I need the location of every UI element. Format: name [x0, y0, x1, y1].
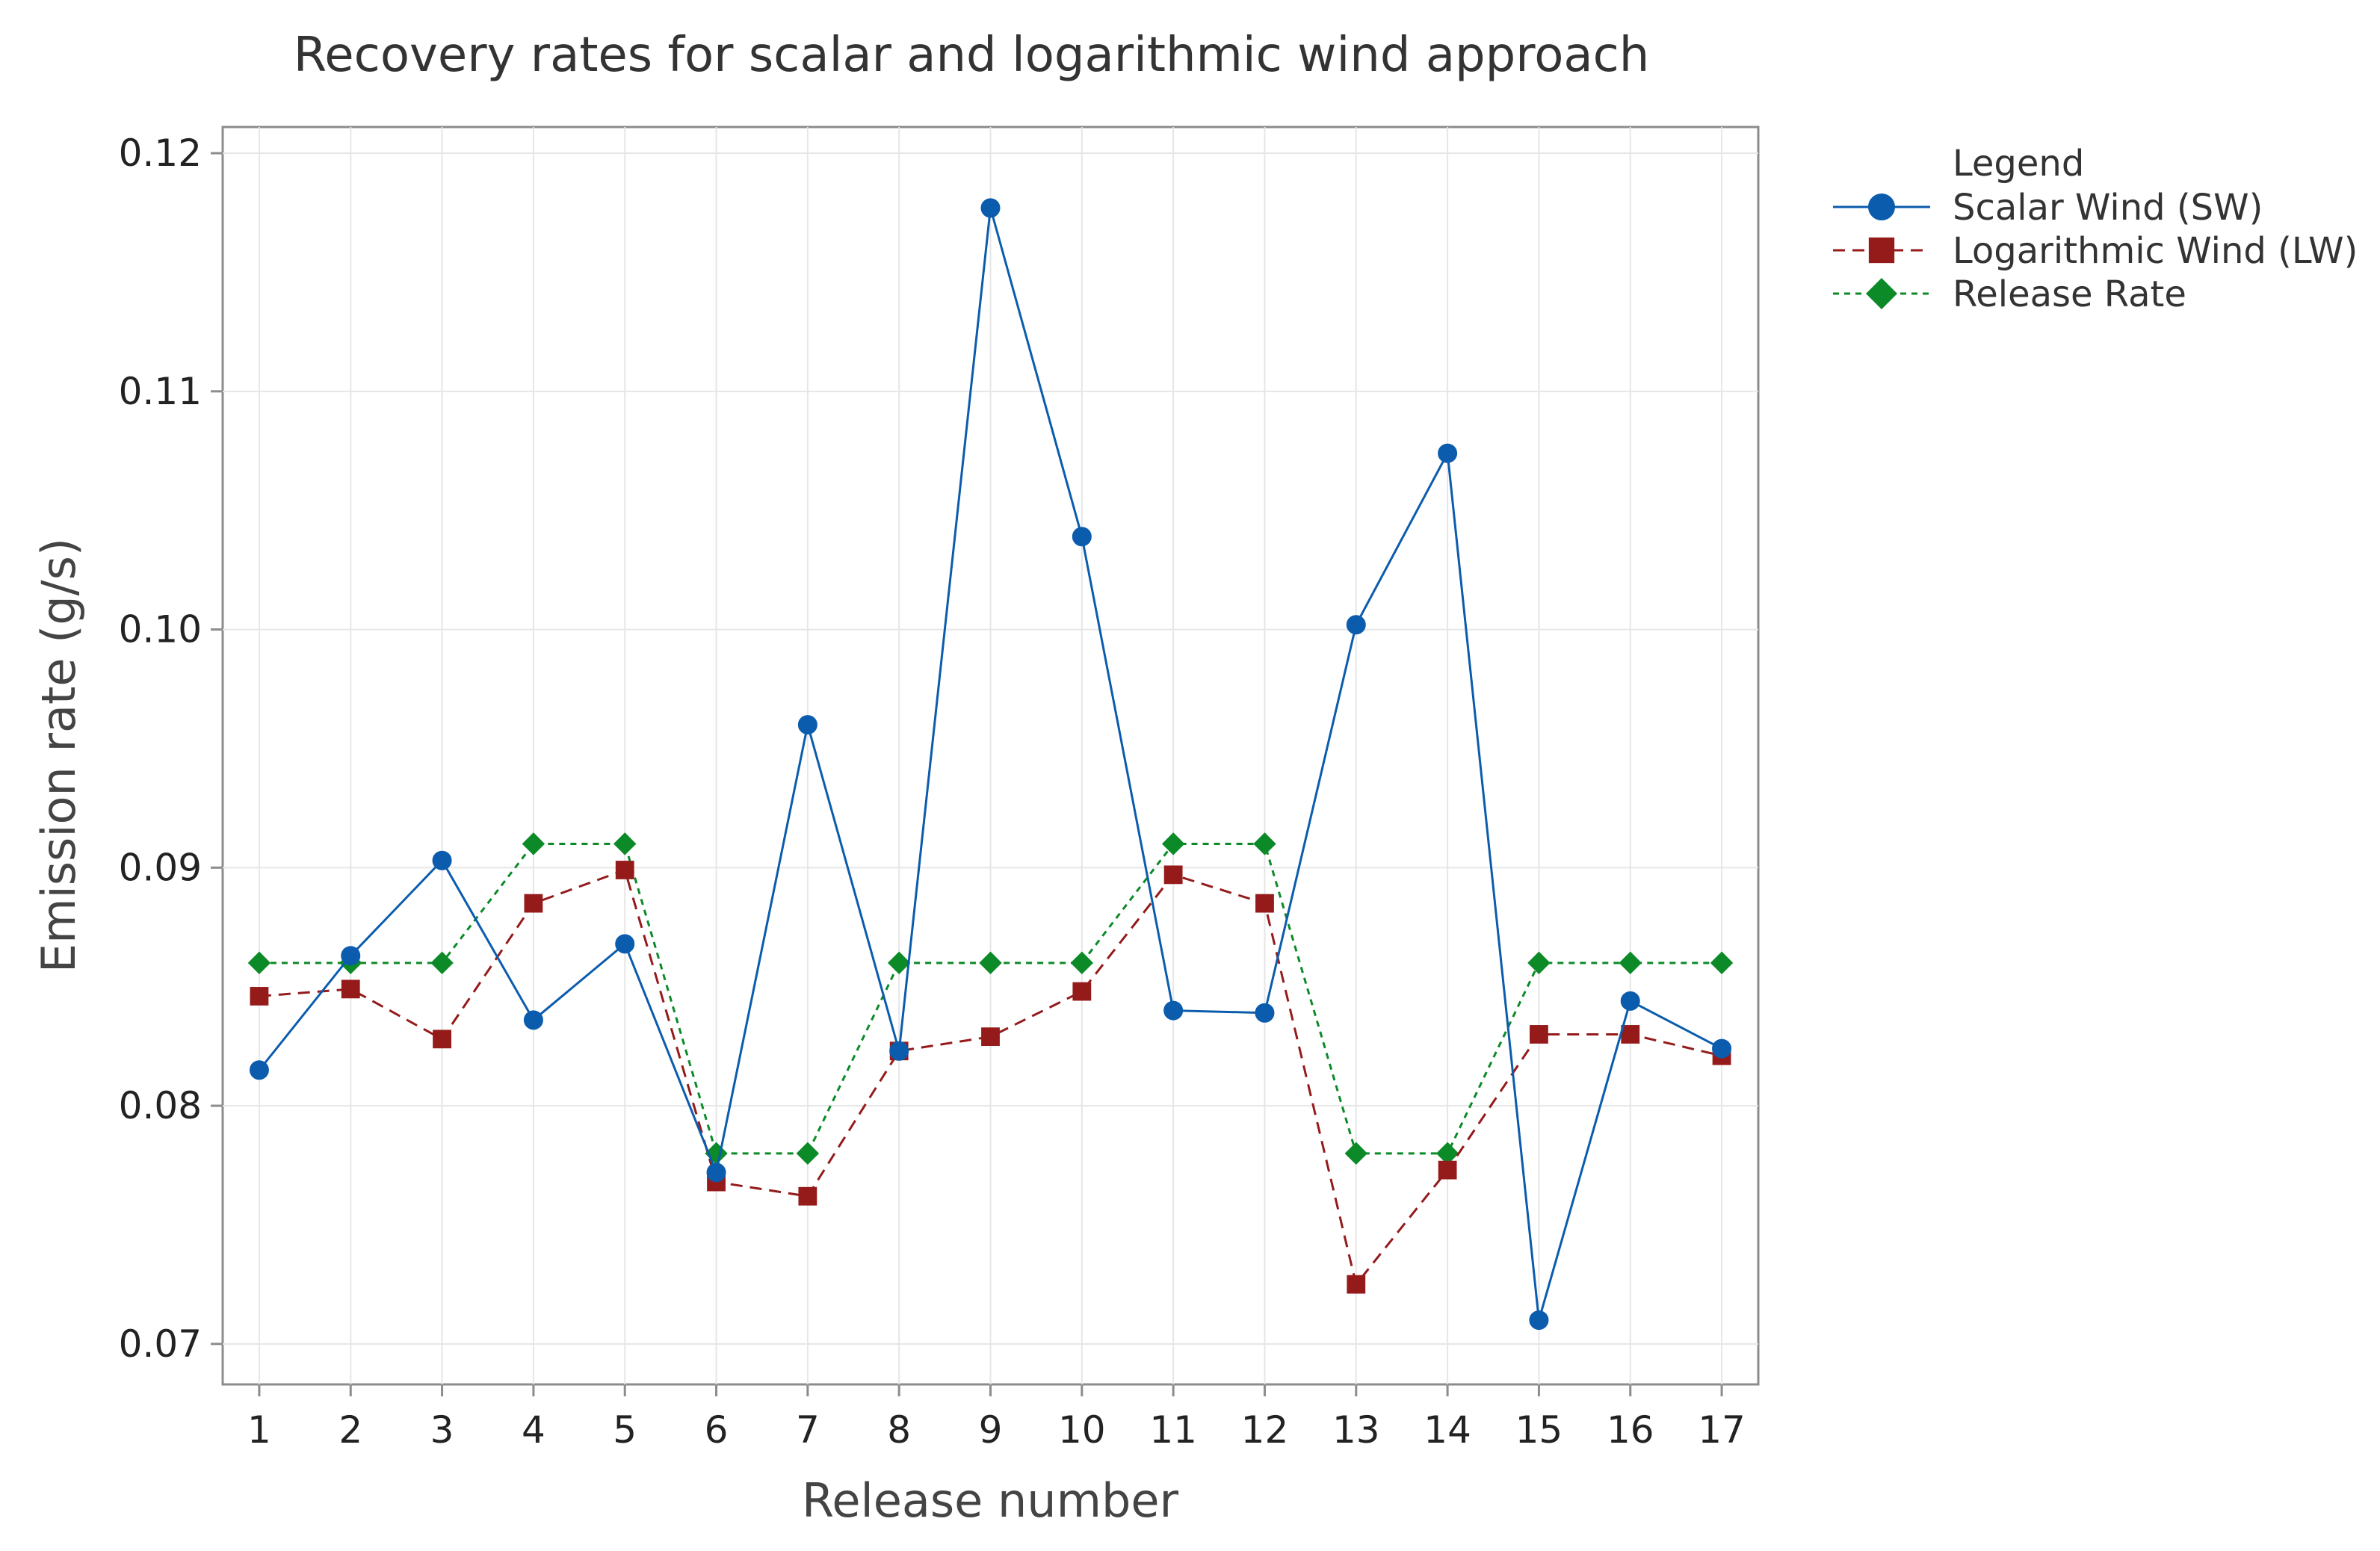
data-point — [1161, 832, 1185, 855]
legend-label: Release Rate — [1953, 273, 2186, 315]
data-point — [247, 951, 271, 975]
data-point — [1527, 951, 1551, 975]
data-point — [1344, 1142, 1367, 1165]
data-point — [433, 1030, 451, 1049]
data-point — [706, 1163, 726, 1183]
data-point — [1438, 1160, 1457, 1180]
data-point — [1712, 1038, 1732, 1059]
y-axis: 0.07 0.08 0.09 0.10 0.11 0.12 — [119, 131, 223, 1366]
x-tick-label: 7 — [796, 1408, 820, 1452]
y-tick-label: 0.12 — [119, 131, 202, 175]
data-point — [1621, 1025, 1640, 1044]
x-tick-label: 3 — [430, 1408, 454, 1452]
legend: Legend Scalar Wind (SW)Logarithmic Wind … — [1833, 143, 2358, 315]
x-tick-label: 6 — [705, 1408, 729, 1452]
data-point — [796, 1142, 820, 1165]
data-point — [1347, 1275, 1366, 1294]
x-tick-label: 14 — [1424, 1408, 1471, 1452]
y-tick-label: 0.07 — [119, 1322, 202, 1366]
data-point — [797, 715, 817, 735]
x-axis-label: Release number — [802, 1473, 1178, 1528]
x-tick-label: 5 — [613, 1408, 637, 1452]
legend-marker — [1868, 237, 1895, 264]
data-point — [249, 1060, 269, 1080]
x-tick-label: 2 — [339, 1408, 362, 1452]
y-tick-label: 0.11 — [119, 370, 202, 413]
data-point — [1255, 1003, 1275, 1023]
y-tick-label: 0.09 — [119, 846, 202, 889]
x-tick-label: 10 — [1058, 1408, 1106, 1452]
data-point — [341, 946, 361, 966]
x-tick-label: 16 — [1607, 1408, 1654, 1452]
x-tick-label: 1 — [247, 1408, 271, 1452]
data-point — [615, 934, 635, 954]
data-point — [1255, 894, 1274, 913]
x-tick-label: 13 — [1332, 1408, 1380, 1452]
x-axis: 1 2 3 4 5 6 7 8 9 10 11 12 13 14 15 16 17 — [247, 1384, 1746, 1452]
data-point — [523, 1010, 543, 1030]
data-point — [1253, 832, 1276, 855]
x-tick-label: 17 — [1698, 1408, 1746, 1452]
data-point — [1530, 1025, 1548, 1044]
data-point — [1163, 865, 1183, 885]
data-point — [615, 861, 634, 879]
data-point — [430, 951, 454, 975]
x-tick-label: 8 — [887, 1408, 911, 1452]
legend-label: Logarithmic Wind (LW) — [1953, 230, 2358, 272]
data-point — [1529, 1310, 1549, 1330]
legend-label: Scalar Wind (SW) — [1953, 187, 2263, 229]
data-point — [980, 198, 1001, 218]
series-layer — [247, 198, 1734, 1330]
series-0 — [249, 198, 1732, 1330]
data-point — [889, 1041, 909, 1061]
data-point — [522, 832, 545, 855]
data-point — [613, 832, 637, 855]
series-line — [259, 842, 1722, 1155]
chart-title: Recovery rates for scalar and logarithmi… — [294, 28, 1650, 83]
data-point — [250, 987, 269, 1006]
x-tick-label: 9 — [979, 1408, 1003, 1452]
x-tick-label: 4 — [522, 1408, 545, 1452]
data-point — [979, 951, 1002, 975]
data-point — [1070, 951, 1094, 975]
data-point — [1710, 951, 1734, 975]
data-point — [1346, 615, 1366, 635]
y-axis-label: Emission rate (g/s) — [31, 538, 86, 973]
data-point — [1619, 951, 1642, 975]
data-point — [981, 1027, 1000, 1047]
data-point — [1163, 1000, 1184, 1021]
y-tick-label: 0.10 — [119, 608, 202, 651]
x-tick-label: 12 — [1241, 1408, 1289, 1452]
x-tick-label: 11 — [1149, 1408, 1197, 1452]
data-point — [1072, 982, 1092, 1001]
plot-area — [221, 126, 1760, 1386]
data-point — [1620, 991, 1640, 1011]
x-tick-label: 15 — [1515, 1408, 1563, 1452]
data-point — [798, 1186, 817, 1206]
grid — [223, 127, 1758, 1384]
series-1 — [250, 861, 1731, 1294]
data-point — [887, 951, 911, 975]
legend-marker — [1866, 278, 1897, 309]
data-point — [432, 850, 452, 870]
legend-title: Legend — [1953, 143, 2084, 185]
data-point — [524, 894, 543, 913]
data-point — [1438, 443, 1458, 463]
y-tick-label: 0.08 — [119, 1084, 202, 1127]
data-point — [1072, 527, 1092, 547]
legend-marker — [1868, 194, 1895, 220]
data-point — [341, 979, 360, 999]
